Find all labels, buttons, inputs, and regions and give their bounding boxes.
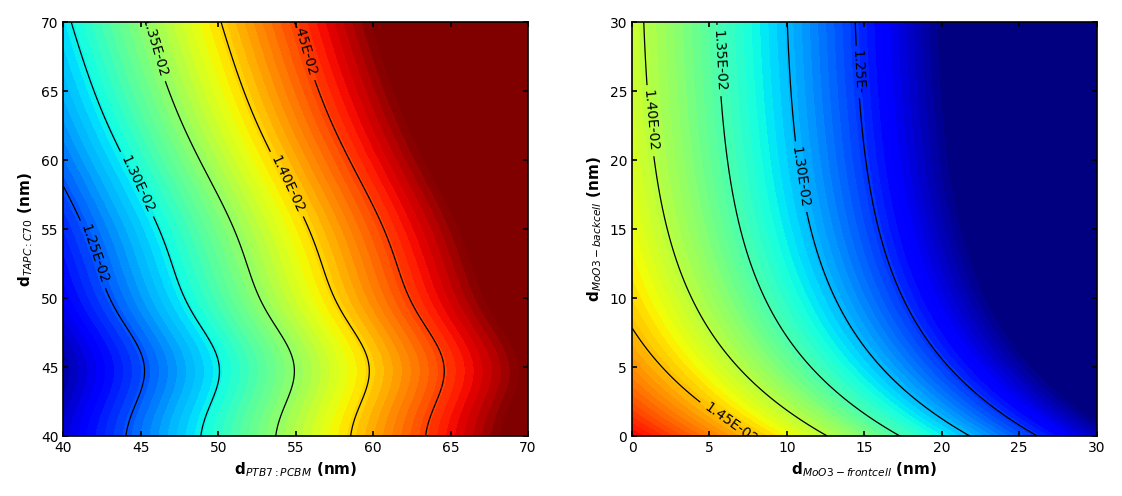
X-axis label: d$_{MoO3-front cell}$ (nm): d$_{MoO3-front cell}$ (nm) (791, 461, 937, 479)
Text: 1.40E-02: 1.40E-02 (267, 153, 306, 215)
Text: 1.45E-02: 1.45E-02 (288, 14, 319, 78)
Text: 1.25E-02: 1.25E-02 (77, 223, 110, 286)
Text: 1.25E-: 1.25E- (849, 50, 866, 95)
Y-axis label: d$_{MoO3-back cell}$ (nm): d$_{MoO3-back cell}$ (nm) (586, 156, 604, 302)
Y-axis label: d$_{TAPC:C70}$ (nm): d$_{TAPC:C70}$ (nm) (17, 172, 36, 287)
Text: 1.35E-02: 1.35E-02 (710, 29, 727, 92)
Text: 1.30E-02: 1.30E-02 (789, 145, 811, 208)
Text: 1.40E-02: 1.40E-02 (641, 89, 660, 152)
X-axis label: d$_{PTB7:PCBM}$ (nm): d$_{PTB7:PCBM}$ (nm) (234, 461, 358, 479)
Text: 1.30E-02: 1.30E-02 (118, 153, 157, 215)
Text: 1.35E-02: 1.35E-02 (138, 15, 169, 79)
Text: 1.45E-02: 1.45E-02 (701, 400, 761, 447)
